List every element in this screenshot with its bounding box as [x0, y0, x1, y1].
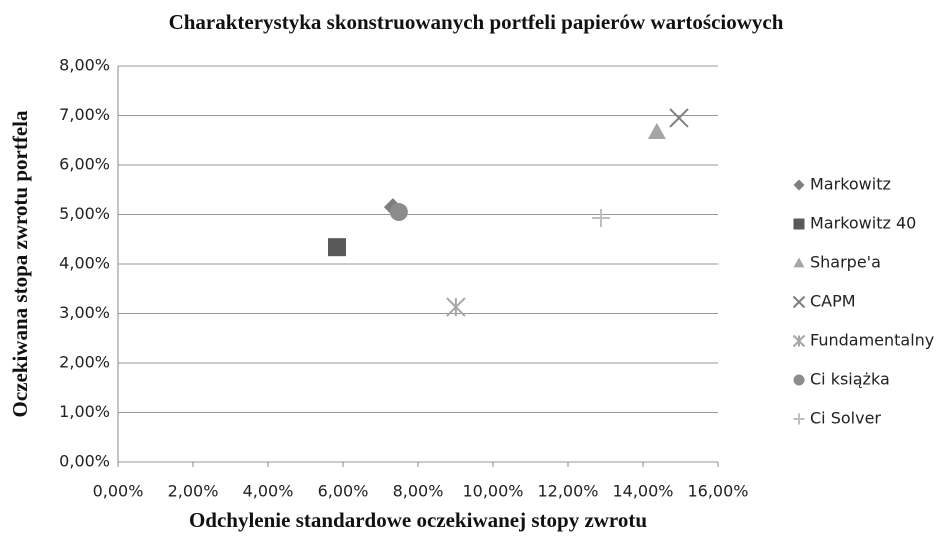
x-tick-label: 10,00%	[462, 482, 523, 501]
x-tick-label: 8,00%	[393, 482, 444, 501]
point	[389, 203, 408, 222]
legend-label: Markowitz 40	[810, 214, 916, 233]
x-tick-label: 12,00%	[537, 482, 598, 501]
legend-marker	[793, 179, 805, 191]
point	[446, 297, 466, 317]
x-tick-label: 14,00%	[612, 482, 673, 501]
legend-label: Fundamentalny	[810, 331, 934, 350]
legend-label: Ci książka	[810, 370, 890, 389]
point	[647, 122, 666, 140]
x-tick-label: 2,00%	[168, 482, 219, 501]
legend-marker	[793, 257, 805, 268]
legend-marker	[793, 413, 805, 425]
y-axis-label: Oczekiwana stopa zwrotu portfela	[8, 110, 32, 417]
x-tick-label: 6,00%	[318, 482, 369, 501]
point	[592, 208, 610, 227]
x-axis-label: Odchylenie standardowe oczekiwanej stopy…	[189, 508, 647, 532]
point	[328, 238, 346, 257]
x-tick-label: 16,00%	[687, 482, 748, 501]
y-tick-label: 1,00%	[59, 402, 110, 421]
y-tick-label: 7,00%	[59, 105, 110, 124]
point	[669, 108, 689, 128]
legend-marker	[793, 374, 805, 386]
legend-marker	[792, 334, 806, 348]
legend-marker	[793, 218, 805, 230]
y-tick-label: 2,00%	[59, 353, 110, 372]
legend-marker	[792, 295, 806, 309]
y-tick-label: 6,00%	[59, 155, 110, 174]
legend-label: Markowitz	[810, 175, 891, 194]
y-tick-label: 3,00%	[59, 303, 110, 322]
y-tick-label: 8,00%	[59, 56, 110, 75]
x-tick-label: 4,00%	[243, 482, 294, 501]
chart-title: Charakterystyka skonstruowanych portfeli…	[169, 10, 784, 34]
legend-label: Sharpe'a	[810, 253, 881, 272]
y-tick-label: 5,00%	[59, 204, 110, 223]
x-tick-label: 0,00%	[93, 482, 144, 501]
legend-label: Ci Solver	[810, 409, 881, 428]
legend-label: CAPM	[810, 292, 856, 311]
y-tick-label: 4,00%	[59, 254, 110, 273]
y-tick-label: 0,00%	[59, 452, 110, 471]
